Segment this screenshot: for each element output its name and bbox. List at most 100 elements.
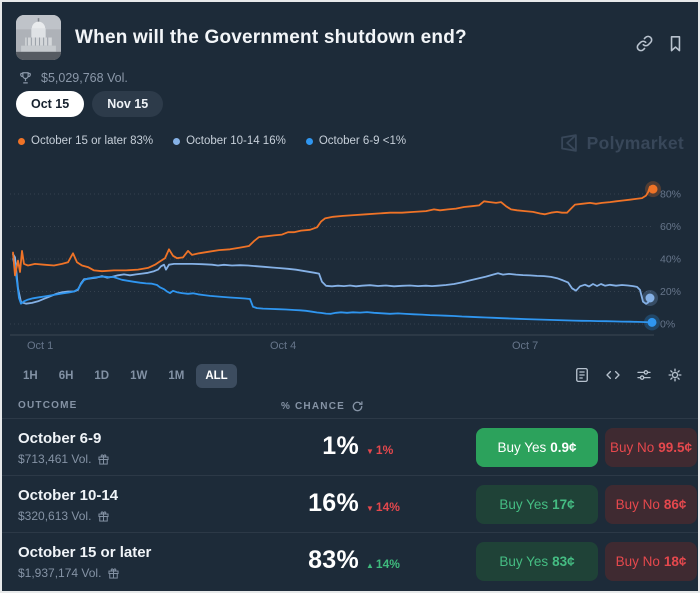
time-range-button[interactable]: 1W <box>121 364 156 388</box>
trend-arrow-icon: ▲ <box>366 561 374 570</box>
buy-yes-price: 83¢ <box>552 554 575 569</box>
legend-label: October 15 or later 83% <box>31 135 154 147</box>
trend-arrow-icon: ▼ <box>366 447 374 456</box>
sliders-icon[interactable] <box>635 366 653 384</box>
series-october-6-9 <box>12 258 653 324</box>
buy-no-label: Buy No <box>615 554 660 569</box>
legend-dot-icon <box>173 137 181 145</box>
buy-yes-button[interactable]: Buy Yes 0.9¢ <box>476 428 598 467</box>
svg-text:0%: 0% <box>660 319 675 331</box>
change-value: 14% <box>375 500 400 514</box>
buy-yes-label: Buy Yes <box>497 440 547 455</box>
chance-cell: 83% ▲ 14% <box>247 546 417 575</box>
chance-header-label: % CHANCE <box>280 401 345 412</box>
outcome-volume: $713,461 Vol. <box>18 452 110 466</box>
outcome-column-header: OUTCOME <box>18 400 78 411</box>
svg-text:60%: 60% <box>660 221 681 233</box>
buy-no-label: Buy No <box>609 440 655 455</box>
time-range-button[interactable]: 1M <box>159 364 193 388</box>
date-tab[interactable]: Oct 15 <box>16 91 85 117</box>
gift-icon <box>98 453 109 465</box>
time-range-button[interactable]: 6H <box>50 364 83 388</box>
date-tab[interactable]: Nov 15 <box>92 91 164 117</box>
embed-code-icon[interactable] <box>604 366 622 384</box>
bookmark-icon[interactable] <box>666 34 685 53</box>
buy-yes-button[interactable]: Buy Yes 83¢ <box>476 542 598 581</box>
gift-icon <box>108 567 119 579</box>
copy-link-icon[interactable] <box>635 34 654 53</box>
trend-arrow-icon: ▼ <box>366 504 374 513</box>
chart-legend: October 15 or later 83% October 10-14 16… <box>18 135 406 147</box>
outcomes-table: October 6-9 $713,461 Vol. 1% ▼ 1% <box>2 419 698 590</box>
buy-yes-label: Buy Yes <box>499 554 549 569</box>
chance-value: 1% <box>322 432 359 460</box>
capitol-image-placeholder <box>16 15 61 60</box>
change-value: 14% <box>375 557 400 571</box>
refresh-icon[interactable] <box>351 400 364 413</box>
time-range-selector: 1H 6H 1D 1W 1M ALL <box>14 364 237 388</box>
chance-value: 16% <box>308 489 359 517</box>
volume-row: $5,029,768 Vol. <box>18 70 128 86</box>
legend-label: October 6-9 <1% <box>318 135 407 147</box>
chance-cell: 16% ▼ 14% <box>247 489 417 518</box>
change-value: 1% <box>375 443 394 457</box>
legend-dot-icon <box>18 137 25 145</box>
polymarket-logo-icon <box>560 134 577 152</box>
buy-no-button[interactable]: Buy No 99.5¢ <box>605 428 697 467</box>
outcome-volume-text: $713,461 Vol. <box>18 452 92 466</box>
chance-cell: 1% ▼ 1% <box>247 432 417 461</box>
chance-column-header: % CHANCE <box>232 400 364 413</box>
chance-value: 83% <box>308 546 359 574</box>
x-axis-labels: Oct 1 Oct 4 Oct 7 <box>2 340 698 356</box>
buy-yes-button[interactable]: Buy Yes 17¢ <box>476 485 598 524</box>
news-icon[interactable] <box>573 366 591 384</box>
x-axis-label: Oct 1 <box>27 340 54 352</box>
time-range-button[interactable]: ALL <box>196 364 237 388</box>
volume-text: $5,029,768 Vol. <box>41 71 128 85</box>
svg-text:80%: 80% <box>660 189 681 201</box>
gift-icon <box>98 510 109 522</box>
outcome-volume-text: $1,937,174 Vol. <box>18 566 102 580</box>
buy-yes-label: Buy Yes <box>499 497 549 512</box>
time-range-button[interactable]: 1D <box>85 364 118 388</box>
table-divider <box>2 418 698 419</box>
svg-text:20%: 20% <box>660 286 681 298</box>
polymarket-watermark: Polymarket <box>558 132 684 154</box>
chance-change: ▼ 1% <box>366 443 393 457</box>
outcome-row: October 6-9 $713,461 Vol. 1% ▼ 1% <box>2 419 698 476</box>
outcome-name: October 6-9 <box>18 430 102 447</box>
market-avatar-capitol <box>16 15 61 60</box>
svg-text:40%: 40% <box>660 254 681 266</box>
chance-change: ▼ 14% <box>366 500 400 514</box>
outcome-row: October 15 or later $1,937,174 Vol. 83% … <box>2 533 698 590</box>
outcomes-table-header: OUTCOME % CHANCE <box>2 400 698 418</box>
series-october-15-or-later <box>12 185 654 277</box>
trophy-icon <box>20 72 31 84</box>
buy-yes-price: 0.9¢ <box>550 440 577 455</box>
x-axis-label: Oct 4 <box>270 340 297 352</box>
buy-yes-price: 17¢ <box>552 497 575 512</box>
outcome-volume-text: $320,613 Vol. <box>18 509 92 523</box>
outcome-row: October 10-14 $320,613 Vol. 16% ▼ 14% <box>2 476 698 533</box>
series-october-10-14 <box>12 253 651 305</box>
chart-tools <box>573 366 684 384</box>
buy-no-button[interactable]: Buy No 18¢ <box>605 542 697 581</box>
legend-item[interactable]: October 15 or later 83% <box>18 135 153 147</box>
outcome-volume: $1,937,174 Vol. <box>18 566 120 580</box>
page-title: When will the Government shutdown end? <box>75 27 467 48</box>
time-range-button[interactable]: 1H <box>14 364 47 388</box>
chance-change: ▲ 14% <box>366 557 400 571</box>
legend-label: October 10-14 16% <box>186 135 286 147</box>
buy-no-price: 99.5¢ <box>658 440 693 455</box>
outcome-name: October 15 or later <box>18 544 152 561</box>
gear-icon[interactable] <box>666 366 684 384</box>
polymarket-wordmark: Polymarket <box>586 132 684 153</box>
buy-no-button[interactable]: Buy No 86¢ <box>605 485 697 524</box>
buy-no-label: Buy No <box>615 497 660 512</box>
price-history-chart[interactable]: 80% 60% 40% 20% 0% <box>2 155 700 342</box>
x-axis-label: Oct 7 <box>512 340 539 352</box>
buy-no-price: 86¢ <box>663 497 687 512</box>
legend-item[interactable]: October 10-14 16% <box>173 135 286 147</box>
legend-item[interactable]: October 6-9 <1% <box>305 135 407 147</box>
